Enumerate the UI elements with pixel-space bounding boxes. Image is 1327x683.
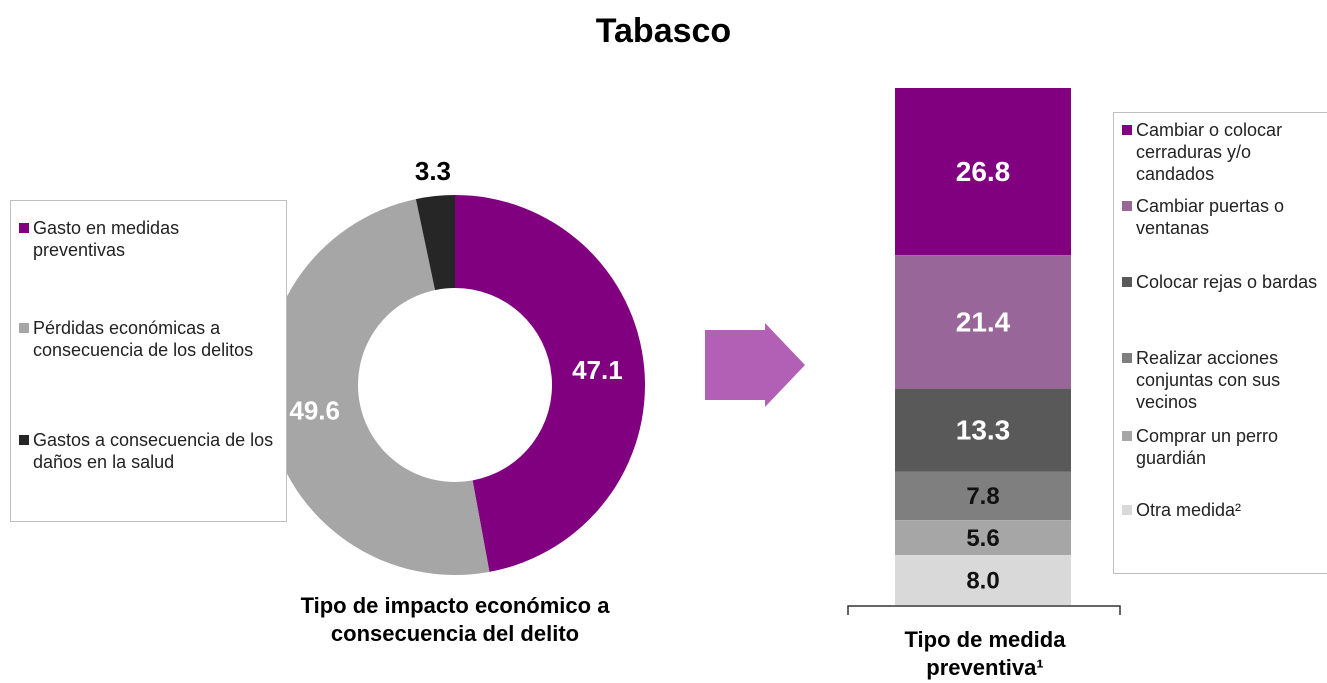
legend-item: Otra medida² (1122, 499, 1327, 521)
data-label: 47.1 (572, 355, 623, 385)
legend-item: Cambiar o colocar cerraduras y/o candado… (1122, 119, 1327, 185)
legend-swatch (19, 323, 29, 333)
legend-swatch (19, 223, 29, 233)
legend-label: Colocar rejas o bardas (1136, 272, 1318, 292)
data-label: 26.8 (956, 156, 1011, 187)
legend: Gasto en medidas preventivas Pérdidas eco… (10, 200, 287, 522)
legend-item: Gastos a consecuencia de los daños en la… (19, 429, 274, 473)
page-title: Tabasco (595, 12, 732, 50)
legend-item: Comprar un perro guardián (1122, 425, 1327, 469)
data-label: 8.0 (966, 567, 999, 594)
legend-label: Cambiar puertas o ventanas (1136, 196, 1285, 238)
legend-label: Pérdidas económicas a consecuencia de lo… (33, 318, 254, 360)
data-label: 49.6 (289, 396, 340, 426)
data-label: 5.6 (966, 525, 999, 552)
bar-segment (895, 520, 1071, 556)
bar-segment (895, 255, 1071, 389)
legend-item: Realizar acciones conjuntas con sus veci… (1122, 347, 1327, 413)
legend-label: Comprar un perro guardián (1136, 426, 1279, 468)
legend-item: Pérdidas económicas a consecuencia de lo… (19, 317, 274, 361)
legend: Cambiar o colocar cerraduras y/o candado… (1113, 112, 1327, 574)
legend-label: Otra medida² (1136, 500, 1242, 520)
data-label: 13.3 (956, 414, 1011, 445)
bar-segment (895, 471, 1071, 521)
x-axis-label: Tipo de medida preventiva¹ (904, 627, 1066, 680)
legend-swatch (1122, 353, 1132, 363)
legend-item: Colocar rejas o bardas (1122, 271, 1327, 293)
bar-segment (895, 388, 1071, 472)
legend-swatch (1122, 505, 1132, 515)
data-label: 21.4 (956, 306, 1011, 337)
legend-swatch (1122, 201, 1132, 211)
bar-segment (895, 555, 1071, 605)
arrow (705, 323, 805, 407)
bracket (847, 605, 1121, 615)
donut-slice (455, 195, 646, 572)
legend-item: Gasto en medidas preventivas (19, 217, 274, 261)
legend-swatch (1122, 125, 1132, 135)
legend-label: Cambiar o colocar cerraduras y/o candado… (1136, 120, 1283, 184)
bar-segment (895, 88, 1071, 256)
legend-item: Cambiar puertas o ventanas (1122, 195, 1327, 239)
legend-label: Gastos a consecuencia de los daños en la… (33, 430, 274, 472)
legend-swatch (1122, 277, 1132, 287)
data-label: 3.3 (415, 156, 451, 186)
legend-swatch (1122, 431, 1132, 441)
legend-label: Gasto en medidas preventivas (33, 218, 180, 260)
donut-slice (264, 199, 490, 576)
legend-label: Realizar acciones conjuntas con sus veci… (1136, 348, 1281, 412)
donut-slice (415, 195, 455, 291)
x-axis-label: Tipo de impacto económico a consecuencia… (300, 593, 610, 646)
data-label: 7.8 (966, 483, 999, 510)
legend-swatch (19, 435, 29, 445)
